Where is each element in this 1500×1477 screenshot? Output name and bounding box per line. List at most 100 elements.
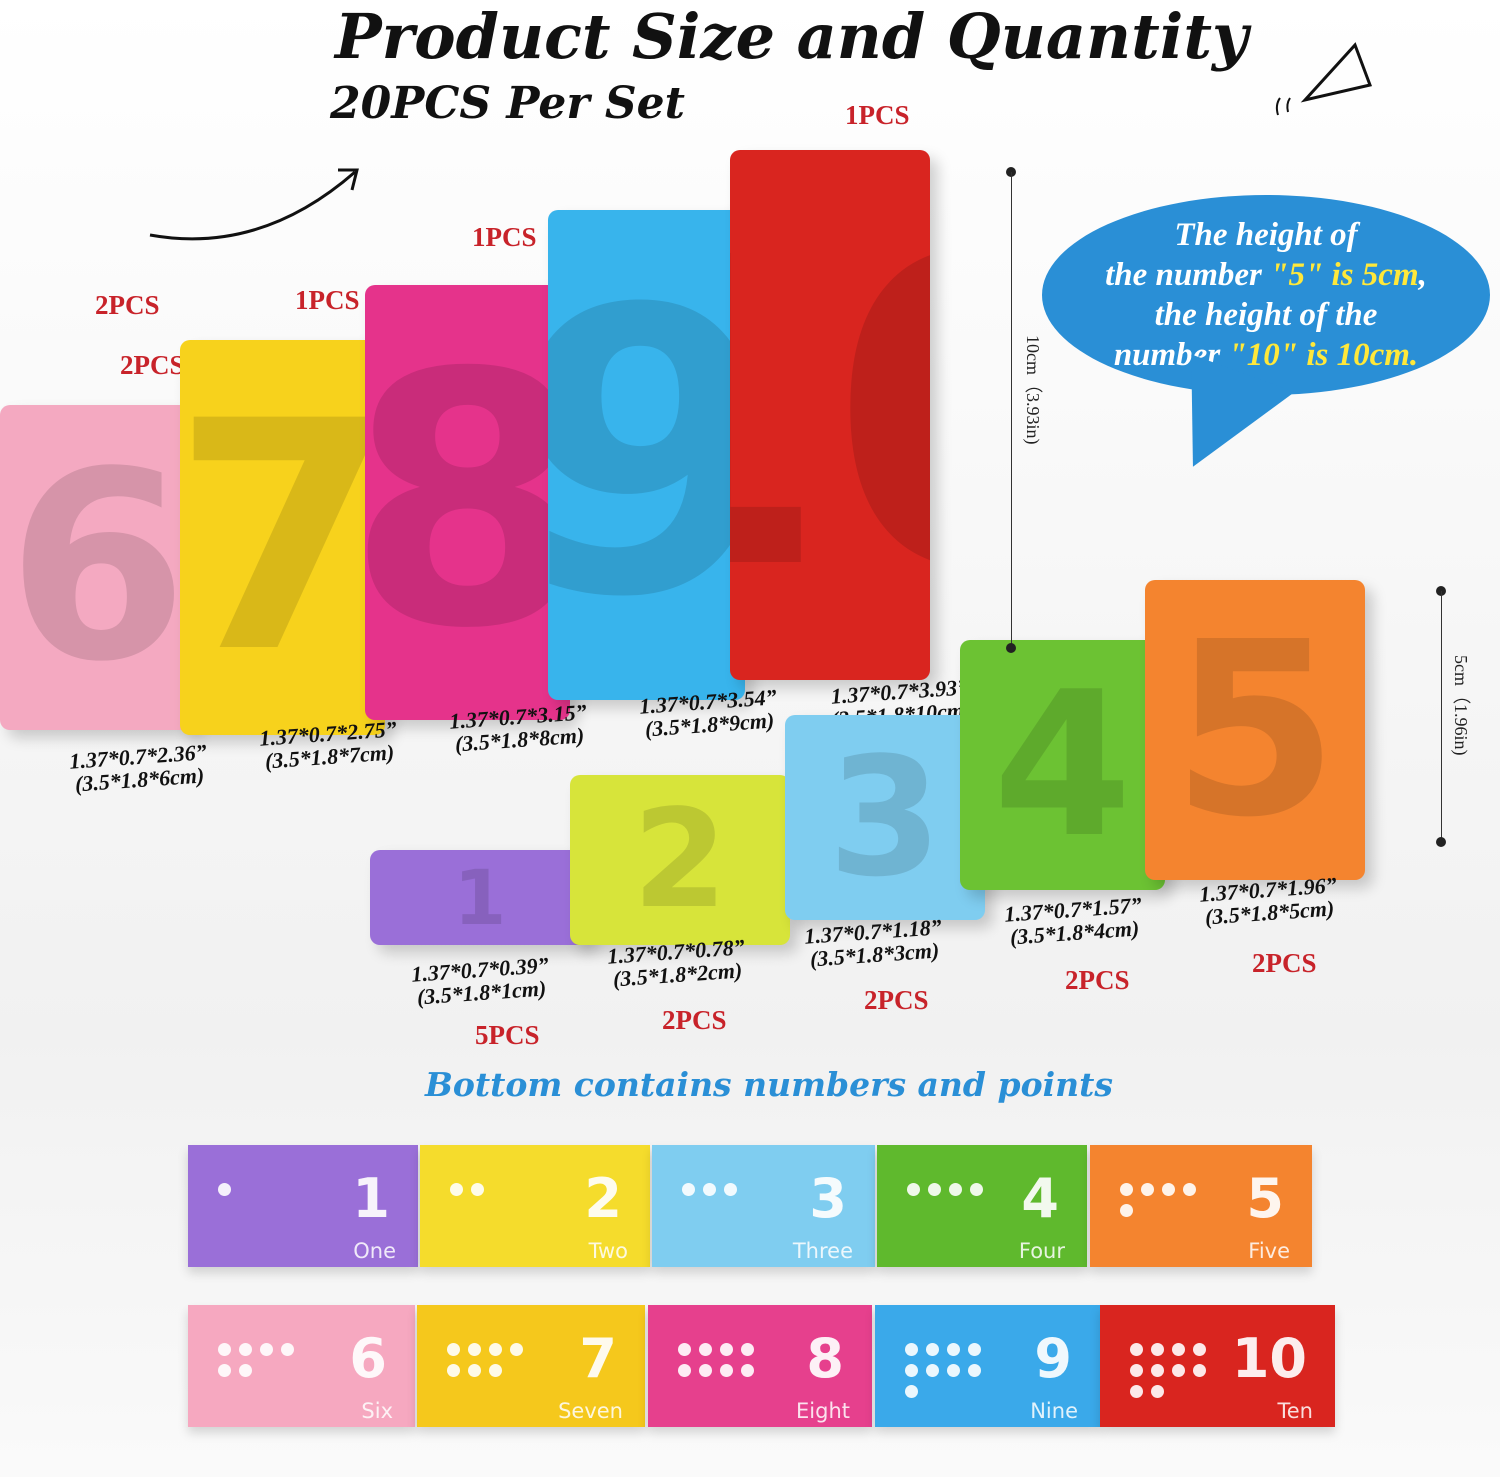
tile-number: 7: [579, 1327, 617, 1390]
dimension-label: 1.37*0.7*1.18” (3.5*1.8*3cm): [803, 914, 944, 971]
tile-number: 2: [584, 1167, 622, 1230]
quantity-label: 2PCS: [120, 350, 185, 380]
measure-line-5cm: [1441, 591, 1442, 841]
measure-dot: [1436, 837, 1446, 847]
quantity-label: 2PCS: [95, 290, 160, 320]
dot-icon: [239, 1364, 252, 1377]
tile-word: Seven: [558, 1399, 623, 1423]
tile-word: Six: [361, 1399, 393, 1423]
dimension-label: 1.37*0.7*2.75” (3.5*1.8*7cm): [258, 716, 399, 773]
quantity-label: 1PCS: [295, 285, 360, 315]
measure-line-10cm: [1011, 172, 1012, 647]
paper-plane-icon: [1275, 42, 1373, 116]
number-block-3: 3: [785, 715, 985, 920]
dimension-label: 1.37*0.7*3.54” (3.5*1.8*9cm): [638, 684, 779, 741]
dot-icon: [682, 1183, 695, 1196]
tile-dots: [907, 1183, 987, 1196]
dot-icon: [218, 1183, 231, 1196]
dot-icon: [1151, 1343, 1164, 1356]
bubble-line: The height of: [1174, 217, 1358, 253]
number-tile-1: 1 One: [188, 1145, 418, 1267]
dot-icon: [1120, 1204, 1133, 1217]
tile-number: 4: [1021, 1167, 1059, 1230]
dot-icon: [905, 1364, 918, 1377]
dot-icon: [447, 1343, 460, 1356]
dot-icon: [907, 1183, 920, 1196]
dimension-label: 1.37*0.7*1.96” (3.5*1.8*5cm): [1198, 872, 1339, 929]
dot-icon: [699, 1343, 712, 1356]
dot-icon: [1172, 1364, 1185, 1377]
dot-icon: [218, 1364, 231, 1377]
speech-bubble: The height of the number "5" is 5cm, the…: [1042, 195, 1490, 395]
dot-icon: [1172, 1343, 1185, 1356]
number-block-1: 1: [370, 850, 590, 945]
number-block-10: 10: [730, 150, 930, 680]
bubble-highlight: "5" is 5cm: [1270, 257, 1419, 293]
dot-icon: [926, 1343, 939, 1356]
dot-icon: [450, 1183, 463, 1196]
dot-icon: [699, 1364, 712, 1377]
tile-dots: [447, 1343, 527, 1377]
dot-icon: [471, 1183, 484, 1196]
number-tile-4: 4 Four: [877, 1145, 1087, 1267]
tile-word: Ten: [1277, 1399, 1314, 1423]
number-block-2: 2: [570, 775, 790, 945]
dot-icon: [905, 1385, 918, 1398]
tile-dots: [1130, 1343, 1210, 1398]
tile-dots: [218, 1183, 298, 1196]
number-block-6: 6: [0, 405, 195, 730]
tile-number: 1: [352, 1167, 390, 1230]
dot-icon: [468, 1343, 481, 1356]
page-subtitle: 20PCS Per Set: [330, 78, 685, 129]
dimension-label: 1.37*0.7*0.39” (3.5*1.8*1cm): [410, 952, 551, 1009]
dot-icon: [968, 1343, 981, 1356]
quantity-label: 2PCS: [662, 1005, 727, 1035]
number-tile-9: 9 Nine: [875, 1305, 1100, 1427]
bubble-highlight: "10" is 10cm.: [1228, 337, 1419, 373]
number-block-8: 8: [365, 285, 570, 720]
number-block-5: 5: [1145, 580, 1365, 880]
number-block-7: 7: [180, 340, 385, 735]
quantity-label: 1PCS: [845, 100, 910, 130]
dot-icon: [510, 1343, 523, 1356]
dot-icon: [926, 1364, 939, 1377]
dot-icon: [949, 1183, 962, 1196]
dot-icon: [947, 1364, 960, 1377]
dimension-label: 1.37*0.7*2.36” (3.5*1.8*6cm): [68, 739, 209, 796]
dot-icon: [1120, 1183, 1133, 1196]
number-block-4: 4: [960, 640, 1165, 890]
dot-icon: [741, 1364, 754, 1377]
tile-number: 3: [809, 1167, 847, 1230]
measure-label-5cm: 5cm（1.96in): [1451, 655, 1471, 756]
dot-icon: [703, 1183, 716, 1196]
tile-word: Nine: [1030, 1399, 1078, 1423]
dot-icon: [1183, 1183, 1196, 1196]
tile-number: 10: [1231, 1327, 1307, 1390]
tile-dots: [678, 1343, 758, 1377]
dot-icon: [905, 1343, 918, 1356]
dot-icon: [218, 1343, 231, 1356]
tile-word: One: [353, 1239, 396, 1263]
dot-icon: [468, 1364, 481, 1377]
tile-dots: [218, 1343, 298, 1377]
bubble-text: the number: [1105, 257, 1271, 293]
tile-word: Five: [1248, 1239, 1290, 1263]
dot-icon: [928, 1183, 941, 1196]
dot-icon: [1193, 1343, 1206, 1356]
dot-icon: [1162, 1183, 1175, 1196]
arrow-icon: [149, 168, 359, 241]
dot-icon: [678, 1343, 691, 1356]
dot-icon: [1130, 1364, 1143, 1377]
tile-word: Eight: [796, 1399, 850, 1423]
tile-number: 6: [349, 1327, 387, 1390]
number-tile-7: 7 Seven: [417, 1305, 645, 1427]
tile-dots: [450, 1183, 530, 1196]
tile-word: Four: [1018, 1239, 1065, 1263]
bubble-line: the height of the: [1154, 297, 1378, 333]
dimension-label: 1.37*0.7*0.78” (3.5*1.8*2cm): [606, 934, 747, 991]
number-tile-3: 3 Three: [652, 1145, 875, 1267]
quantity-label: 5PCS: [475, 1020, 540, 1050]
dot-icon: [678, 1364, 691, 1377]
bottom-heading: Bottom contains numbers and points: [425, 1065, 1113, 1104]
dot-icon: [489, 1343, 502, 1356]
